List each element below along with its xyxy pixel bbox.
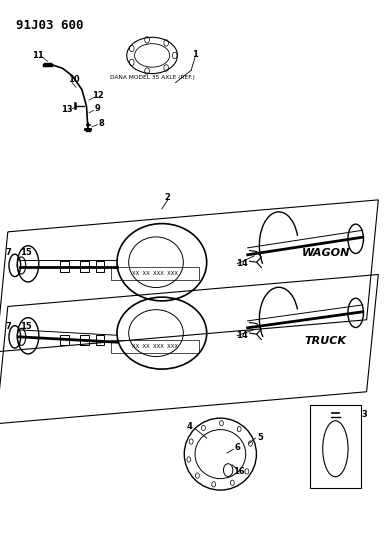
Text: 9: 9 <box>95 104 100 113</box>
Text: 10: 10 <box>68 76 80 84</box>
Bar <box>80 335 89 345</box>
Text: WAGON: WAGON <box>301 248 350 258</box>
Text: 6: 6 <box>234 443 240 452</box>
Text: XX  XX  XXX  XXX: XX XX XXX XXX <box>132 344 178 349</box>
Bar <box>60 261 69 272</box>
Text: 7: 7 <box>6 248 11 256</box>
Text: 15: 15 <box>20 248 32 256</box>
Text: XX  XX  XXX  XXX: XX XX XXX XXX <box>132 271 178 276</box>
Text: 2: 2 <box>165 193 171 201</box>
Text: 14: 14 <box>236 332 248 340</box>
Text: 1: 1 <box>192 50 198 59</box>
Text: 91J03 600: 91J03 600 <box>16 19 83 31</box>
Text: 4: 4 <box>186 422 192 431</box>
Text: 8: 8 <box>99 119 104 128</box>
Text: 15: 15 <box>20 322 32 330</box>
Text: 7: 7 <box>6 322 11 330</box>
Bar <box>60 335 69 345</box>
Text: 5: 5 <box>257 433 264 441</box>
Text: 13: 13 <box>61 105 73 114</box>
Text: 12: 12 <box>92 92 103 100</box>
Text: TRUCK: TRUCK <box>305 336 347 346</box>
Text: DANA MODEL 35 AXLE (REF.): DANA MODEL 35 AXLE (REF.) <box>110 75 195 79</box>
Text: 3: 3 <box>362 410 367 419</box>
Bar <box>80 261 89 272</box>
Text: 14: 14 <box>236 260 248 268</box>
Bar <box>96 261 104 272</box>
Text: 16: 16 <box>233 467 245 476</box>
Bar <box>96 335 104 345</box>
Text: 11: 11 <box>32 52 44 60</box>
